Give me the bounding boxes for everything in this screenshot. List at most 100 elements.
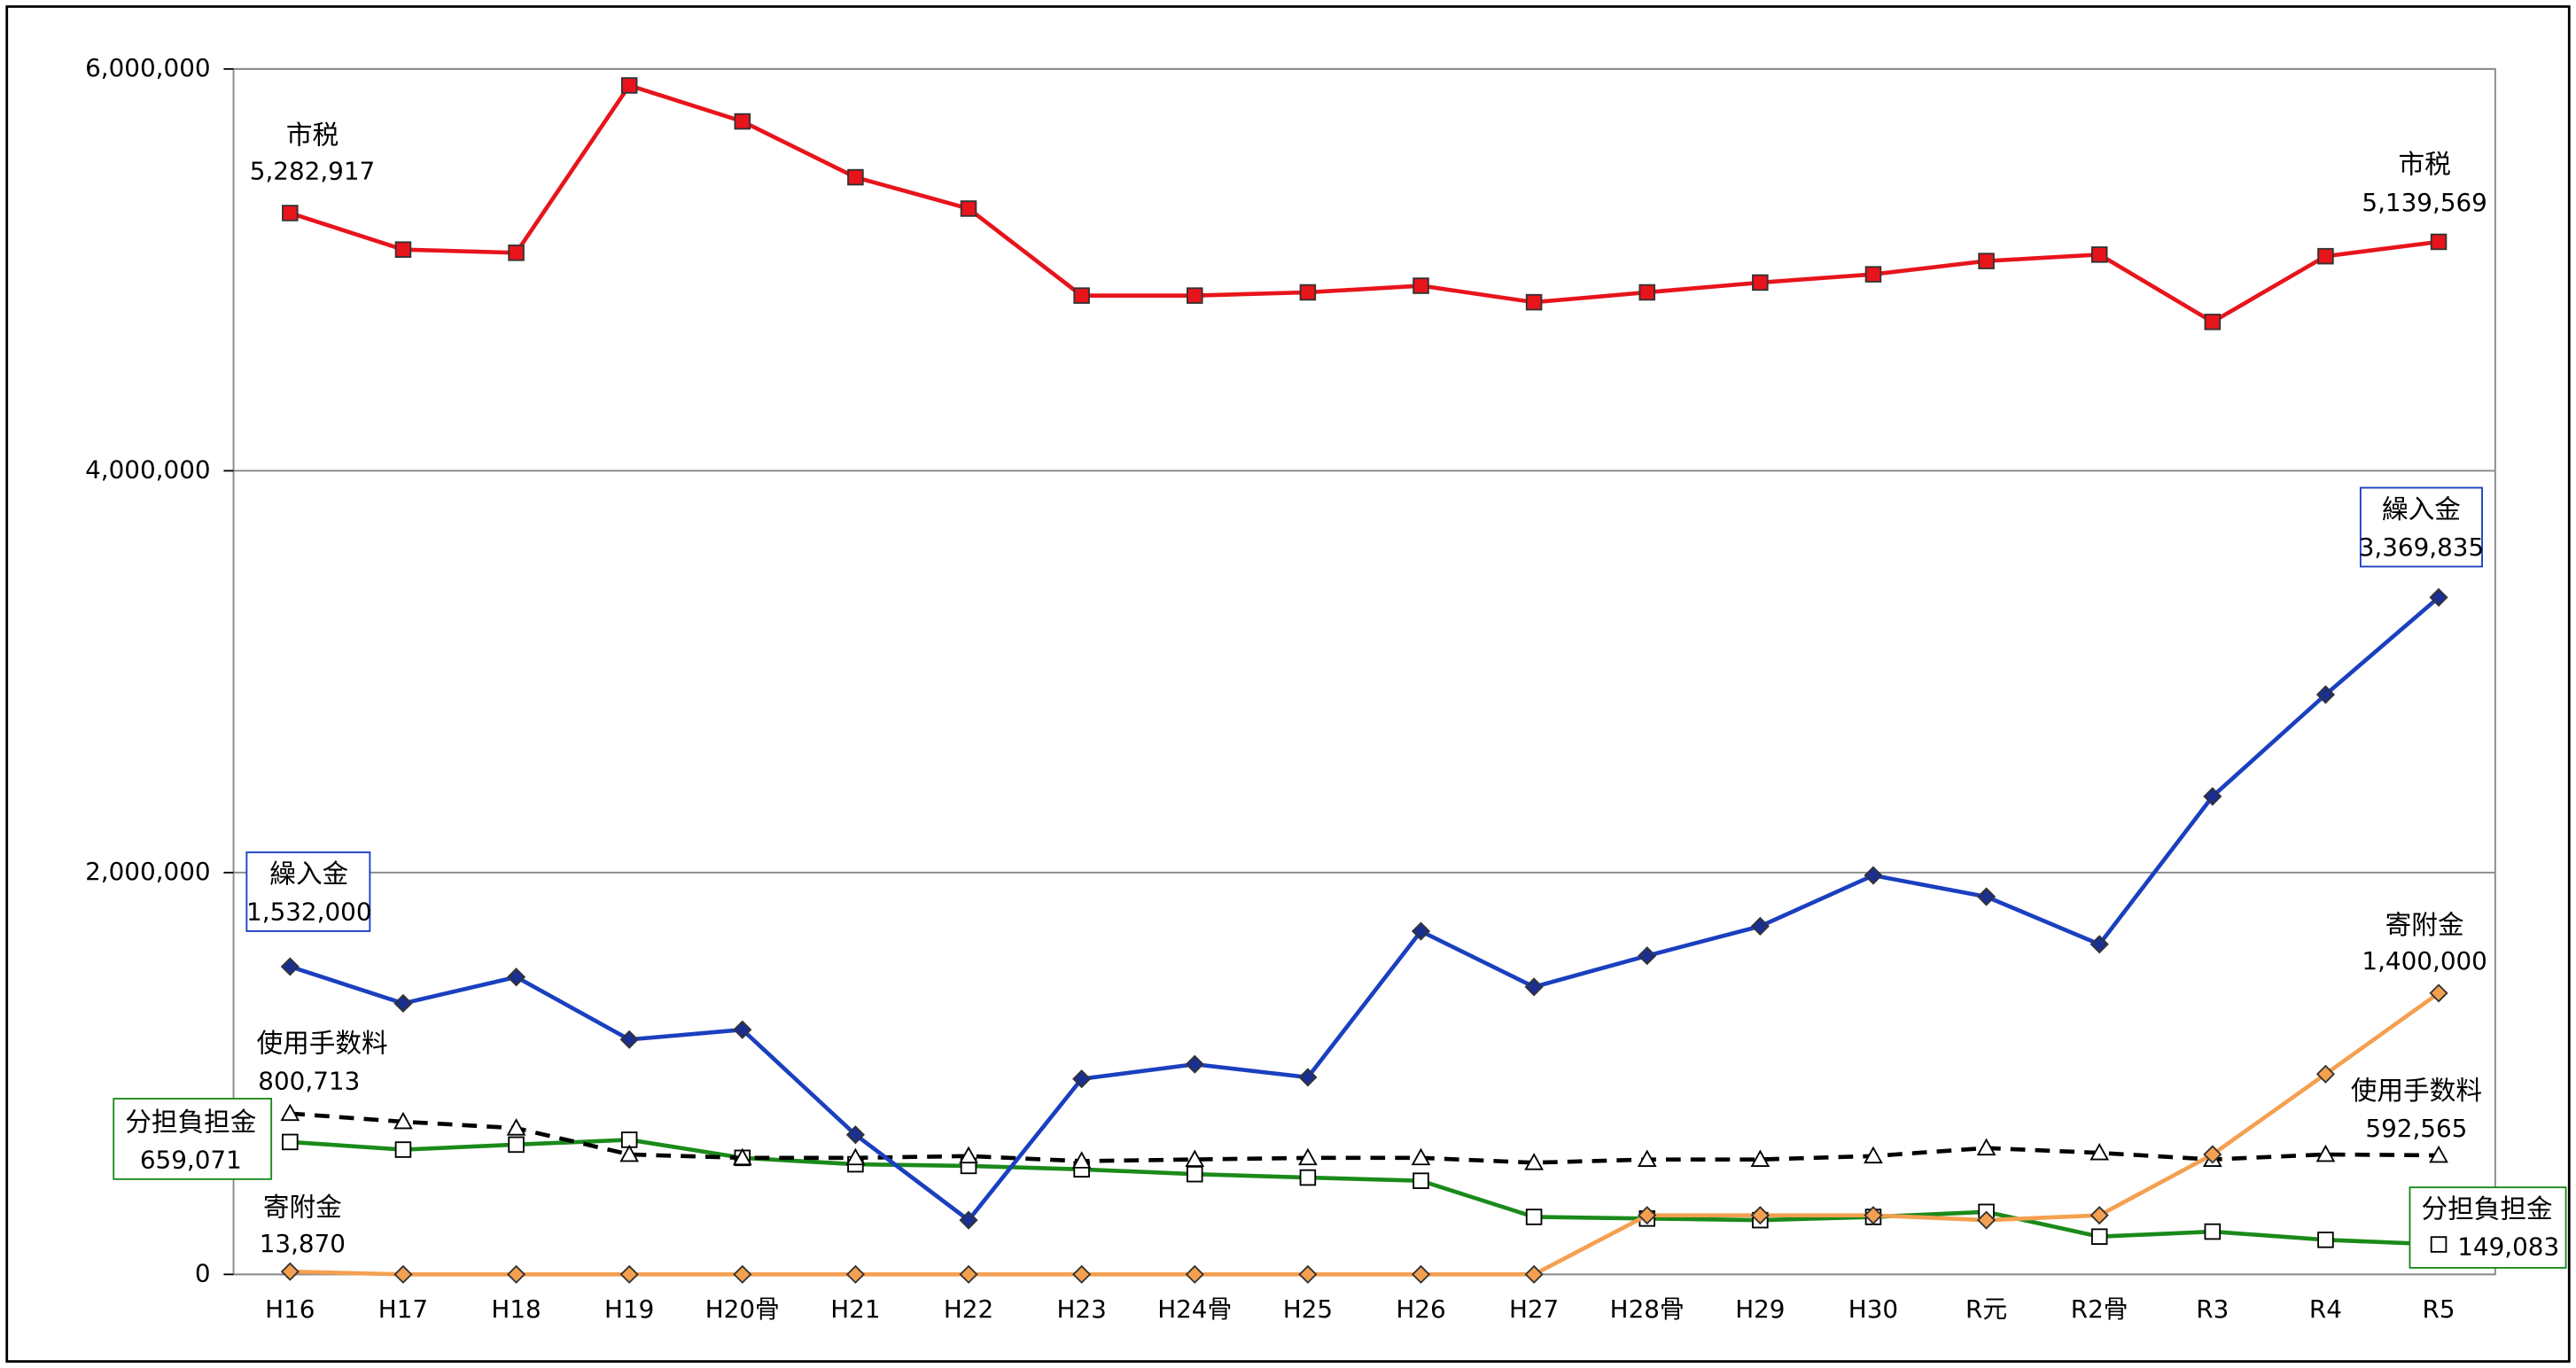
x-tick-label: H17 (378, 1294, 428, 1324)
x-tick-label: H30 (1848, 1294, 1898, 1324)
annotation-name: 市税 (2399, 149, 2451, 180)
point-marker (2315, 1064, 2335, 1084)
point-marker (393, 1264, 413, 1284)
series-line (290, 991, 2440, 1277)
x-tick-label: H19 (604, 1294, 654, 1324)
point-marker (1298, 1068, 1318, 1087)
x-tick-label: H21 (830, 1294, 880, 1324)
x-tick-label: R3 (2196, 1294, 2229, 1324)
annotation-name: 繰入金 (269, 858, 348, 889)
point-marker (1298, 1147, 1318, 1166)
point-marker (2317, 247, 2334, 265)
point-marker (2090, 1206, 2109, 1225)
x-tick-label: H16 (265, 1294, 315, 1324)
point-marker (1637, 1149, 1657, 1167)
annotation-box (2359, 486, 2483, 568)
point-marker (2203, 787, 2222, 806)
x-tick-label: R2骨 (2071, 1294, 2129, 1324)
point-marker (1525, 1209, 1543, 1225)
point-marker (619, 1144, 640, 1162)
point-marker (506, 1264, 526, 1284)
x-tick-label: H27 (1509, 1294, 1559, 1324)
point-marker (2204, 314, 2222, 330)
annotation-value: 1,400,000 (2362, 946, 2487, 975)
point-marker (394, 241, 412, 258)
point-marker (1411, 921, 1431, 941)
point-marker (1073, 287, 1090, 304)
point-marker (1186, 1165, 1203, 1183)
x-tick-label: H18 (491, 1294, 541, 1324)
point-marker (1524, 1264, 1544, 1284)
point-marker (847, 168, 864, 186)
point-marker (2429, 983, 2448, 1003)
point-marker (1864, 266, 1882, 283)
annotation-box (113, 1098, 273, 1180)
point-marker (1864, 1206, 1883, 1225)
x-tick-label: H24骨 (1157, 1294, 1232, 1324)
point-marker (960, 200, 977, 217)
point-marker (1864, 1146, 1883, 1164)
x-tick-label: R5 (2423, 1294, 2455, 1324)
x-tick-label: R4 (2309, 1294, 2342, 1324)
point-marker (280, 957, 300, 976)
point-marker (282, 1133, 299, 1151)
x-tick-label: H28骨 (1610, 1294, 1685, 1324)
point-marker (280, 1262, 300, 1281)
annotation-value: 5,139,569 (2362, 188, 2487, 217)
point-marker (1299, 1169, 1317, 1186)
x-tick-label: R元 (1965, 1294, 2007, 1324)
annotation-box (2409, 1186, 2567, 1269)
point-marker (1298, 1264, 1318, 1284)
point-marker (1411, 1147, 1431, 1166)
point-marker (959, 1146, 978, 1164)
point-marker (2317, 1232, 2334, 1248)
annotation-value: 13,870 (260, 1229, 346, 1258)
x-tick-label: H26 (1396, 1294, 1445, 1324)
point-marker (845, 1147, 866, 1166)
point-marker (2315, 685, 2335, 704)
x-tick-label: H29 (1735, 1294, 1785, 1324)
point-marker (506, 968, 526, 987)
point-marker (2203, 1145, 2222, 1164)
annotation-value: 659,071 (140, 1145, 242, 1174)
annotation-value: 5,282,917 (250, 157, 375, 186)
series-line (289, 595, 2440, 1224)
point-marker (2315, 1144, 2336, 1162)
point-marker (508, 245, 525, 261)
point-marker (393, 1111, 413, 1130)
point-marker (2090, 1228, 2108, 1245)
annotation-box (245, 851, 371, 932)
point-marker (2090, 246, 2108, 263)
point-marker (845, 1264, 865, 1284)
point-marker (280, 1103, 300, 1122)
point-marker (1299, 284, 1317, 301)
point-marker (959, 1264, 978, 1284)
point-marker (1750, 916, 1770, 936)
point-marker (1071, 1151, 1092, 1169)
point-marker (734, 113, 751, 130)
annotation-value: 800,713 (258, 1066, 360, 1095)
x-tick-label: H20骨 (705, 1294, 780, 1324)
point-marker (620, 77, 638, 94)
point-marker (1638, 284, 1655, 301)
point-marker (1411, 1264, 1431, 1284)
annotation-value: 592,565 (2365, 1114, 2467, 1143)
point-marker (733, 1020, 752, 1039)
point-marker (1750, 1149, 1771, 1167)
annotation-name: 分担負担金 (125, 1106, 256, 1137)
point-marker (1638, 946, 1657, 966)
point-marker (1977, 887, 1996, 906)
annotation-name: 使用手数料 (257, 1027, 388, 1058)
point-marker (2090, 1142, 2110, 1161)
annotation-value: 149,083 (2457, 1232, 2559, 1262)
point-marker (2430, 233, 2448, 251)
point-marker (845, 1125, 865, 1145)
chart-frame (5, 5, 2571, 1363)
annotation-value: 3,369,835 (2359, 532, 2484, 562)
point-marker (1525, 293, 1543, 311)
point-marker (733, 1264, 752, 1284)
point-marker (1977, 1210, 1996, 1230)
point-marker (2204, 1223, 2222, 1240)
point-marker (1186, 287, 1203, 304)
